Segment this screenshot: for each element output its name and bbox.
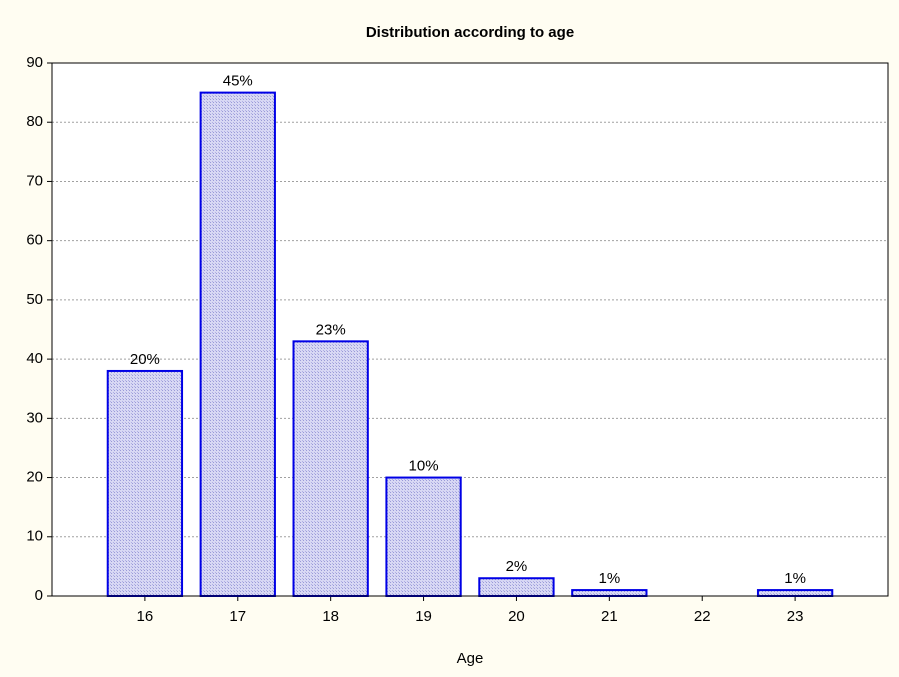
bar bbox=[199, 91, 276, 597]
y-tick-label: 70 bbox=[26, 172, 43, 189]
y-tick-label: 90 bbox=[26, 54, 43, 71]
y-tick-label: 30 bbox=[26, 409, 43, 426]
y-tick-label: 60 bbox=[26, 232, 43, 249]
bar-annotation: 20% bbox=[130, 351, 160, 368]
bar-annotation: 45% bbox=[223, 73, 253, 90]
bar-annotation: 1% bbox=[784, 570, 806, 587]
y-tick-label: 80 bbox=[26, 113, 43, 130]
bar-annotation: 2% bbox=[506, 558, 528, 575]
x-tick-label: 23 bbox=[787, 608, 804, 625]
bar bbox=[478, 577, 555, 598]
y-tick-label: 20 bbox=[26, 469, 43, 486]
y-tick-label: 0 bbox=[35, 587, 43, 604]
bar bbox=[385, 476, 462, 597]
bar-annotation: 10% bbox=[409, 458, 439, 475]
chart-title: Distribution according to age bbox=[366, 24, 574, 41]
bar-annotation: 23% bbox=[316, 321, 346, 338]
y-tick-label: 40 bbox=[26, 350, 43, 367]
bar bbox=[106, 369, 184, 598]
x-tick-label: 21 bbox=[601, 608, 618, 625]
y-tick-label: 50 bbox=[26, 291, 43, 308]
x-tick-label: 22 bbox=[694, 608, 711, 625]
x-tick-label: 16 bbox=[137, 608, 154, 625]
x-tick-label: 20 bbox=[508, 608, 525, 625]
bar bbox=[756, 589, 834, 597]
plot-frame bbox=[51, 62, 889, 597]
x-tick-label: 17 bbox=[229, 608, 246, 625]
plot-area bbox=[52, 63, 888, 596]
bar-annotation: 1% bbox=[598, 570, 620, 587]
y-tick-label: 10 bbox=[26, 528, 43, 545]
bar bbox=[571, 589, 648, 597]
x-axis-label: Age bbox=[457, 650, 484, 667]
x-tick-label: 18 bbox=[322, 608, 339, 625]
x-tick-label: 19 bbox=[415, 608, 432, 625]
bar bbox=[292, 340, 369, 597]
